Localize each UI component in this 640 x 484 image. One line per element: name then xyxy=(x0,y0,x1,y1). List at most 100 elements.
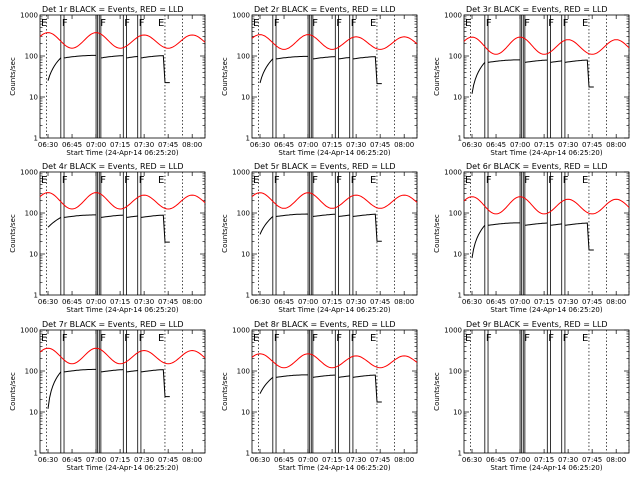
x-tick-label: 07:00 xyxy=(86,298,106,306)
flag-label: F xyxy=(486,18,492,29)
flag-label: E xyxy=(253,175,259,186)
events-series-line xyxy=(47,216,62,228)
flag-label: F xyxy=(351,18,357,29)
x-tick-label: 07:30 xyxy=(346,456,366,464)
events-series-line xyxy=(259,216,274,235)
y-tick-label: 1000 xyxy=(20,327,38,335)
y-axis-label: Counts/sec xyxy=(433,214,441,253)
events-series-line xyxy=(550,60,562,63)
plot-frame xyxy=(463,171,630,296)
x-tick-label: 07:00 xyxy=(510,298,530,306)
x-tick-label: 06:45 xyxy=(62,141,82,149)
flag-label: F xyxy=(62,333,68,344)
x-tick-label: 07:45 xyxy=(582,141,602,149)
flag-label: F xyxy=(274,18,280,29)
lld-series-line xyxy=(251,34,418,50)
x-tick-label: 07:30 xyxy=(558,298,578,306)
events-series-line xyxy=(352,374,382,403)
x-tick-label: 06:30 xyxy=(38,298,58,306)
flag-label: F xyxy=(486,333,492,344)
y-axis-label: Counts/sec xyxy=(433,372,441,411)
x-tick-label: 08:00 xyxy=(606,298,626,306)
events-series-line xyxy=(338,375,350,378)
x-tick-label: 07:00 xyxy=(298,298,318,306)
panel-title: Det 5r BLACK = Events, RED = LLD xyxy=(254,162,396,171)
y-tick-label: 100 xyxy=(449,210,462,218)
flag-label: F xyxy=(563,175,569,186)
flag-label: F xyxy=(563,333,569,344)
panel-title: Det 8r BLACK = Events, RED = LLD xyxy=(254,320,396,329)
x-axis-label: Start Time (24-Apr-14 06:25:20) xyxy=(278,464,390,472)
y-tick-label: 100 xyxy=(237,210,250,218)
x-tick-label: 08:00 xyxy=(182,298,202,306)
events-series-line xyxy=(100,55,124,59)
x-tick-label: 08:00 xyxy=(606,141,626,149)
y-tick-label: 100 xyxy=(449,53,462,61)
events-series-line xyxy=(126,370,138,373)
y-tick-label: 100 xyxy=(237,368,250,376)
x-tick-label: 07:45 xyxy=(582,456,602,464)
flag-label: F xyxy=(312,175,318,186)
x-tick-label: 07:15 xyxy=(322,298,342,306)
x-tick-label: 07:00 xyxy=(298,456,318,464)
flag-label: F xyxy=(524,333,530,344)
x-tick-label: 07:30 xyxy=(346,141,366,149)
y-tick-label: 10 xyxy=(29,94,38,102)
flag-label: F xyxy=(139,175,145,186)
events-series-line xyxy=(140,214,170,243)
x-tick-label: 07:00 xyxy=(86,456,106,464)
lld-series-line xyxy=(39,192,206,210)
flag-label: F xyxy=(548,175,554,186)
y-tick-label: 10 xyxy=(453,94,462,102)
flag-label: E xyxy=(253,333,259,344)
events-series-line xyxy=(140,369,170,398)
y-axis-label: Counts/sec xyxy=(221,214,229,253)
panel-det-1: Det 1r BLACK = Events, RED = LLD 1 10 100 10… xyxy=(9,5,206,157)
events-series-line xyxy=(338,57,350,60)
x-tick-label: 08:00 xyxy=(606,456,626,464)
panel-title: Det 2r BLACK = Events, RED = LLD xyxy=(254,5,396,14)
events-series-line xyxy=(524,222,548,226)
x-tick-label: 07:15 xyxy=(110,456,130,464)
events-series-line xyxy=(100,369,124,373)
panel-det-2: Det 2r BLACK = Events, RED = LLD 1 10 100 10… xyxy=(221,5,418,157)
flag-label: F xyxy=(486,175,492,186)
y-tick-label: 1000 xyxy=(232,327,250,335)
events-series-line xyxy=(338,214,350,217)
events-series-line xyxy=(471,224,486,259)
plot-frame xyxy=(39,329,206,454)
flag-label: F xyxy=(351,333,357,344)
events-series-line xyxy=(524,59,548,63)
x-tick-label: 06:45 xyxy=(274,141,294,149)
x-axis-label: Start Time (24-Apr-14 06:25:20) xyxy=(490,149,602,157)
y-tick-label: 1 xyxy=(34,135,38,143)
x-tick-label: 07:15 xyxy=(534,456,554,464)
events-series-line xyxy=(312,56,336,60)
lld-series-line xyxy=(251,192,418,209)
events-series-line xyxy=(275,213,309,217)
y-tick-label: 1 xyxy=(458,292,462,300)
events-series-line xyxy=(63,54,97,59)
flag-label: F xyxy=(124,175,130,186)
y-tick-label: 1000 xyxy=(20,169,38,177)
flag-label: F xyxy=(274,333,280,344)
y-tick-label: 1000 xyxy=(444,327,462,335)
x-tick-label: 06:30 xyxy=(250,141,270,149)
flag-label: E xyxy=(370,175,376,186)
x-tick-label: 08:00 xyxy=(182,456,202,464)
flag-label: E xyxy=(158,175,164,186)
x-tick-label: 06:30 xyxy=(462,456,482,464)
x-tick-label: 06:45 xyxy=(274,298,294,306)
events-series-line xyxy=(259,58,274,84)
plot-frame xyxy=(251,329,418,454)
x-tick-label: 06:30 xyxy=(462,298,482,306)
x-tick-label: 07:30 xyxy=(134,141,154,149)
flag-label: F xyxy=(548,18,554,29)
flag-label: E xyxy=(41,333,47,344)
flag-label: F xyxy=(336,18,342,29)
flag-label: E xyxy=(582,18,588,29)
flag-label: E xyxy=(158,333,164,344)
flag-label: F xyxy=(548,333,554,344)
plot-frame xyxy=(251,171,418,296)
